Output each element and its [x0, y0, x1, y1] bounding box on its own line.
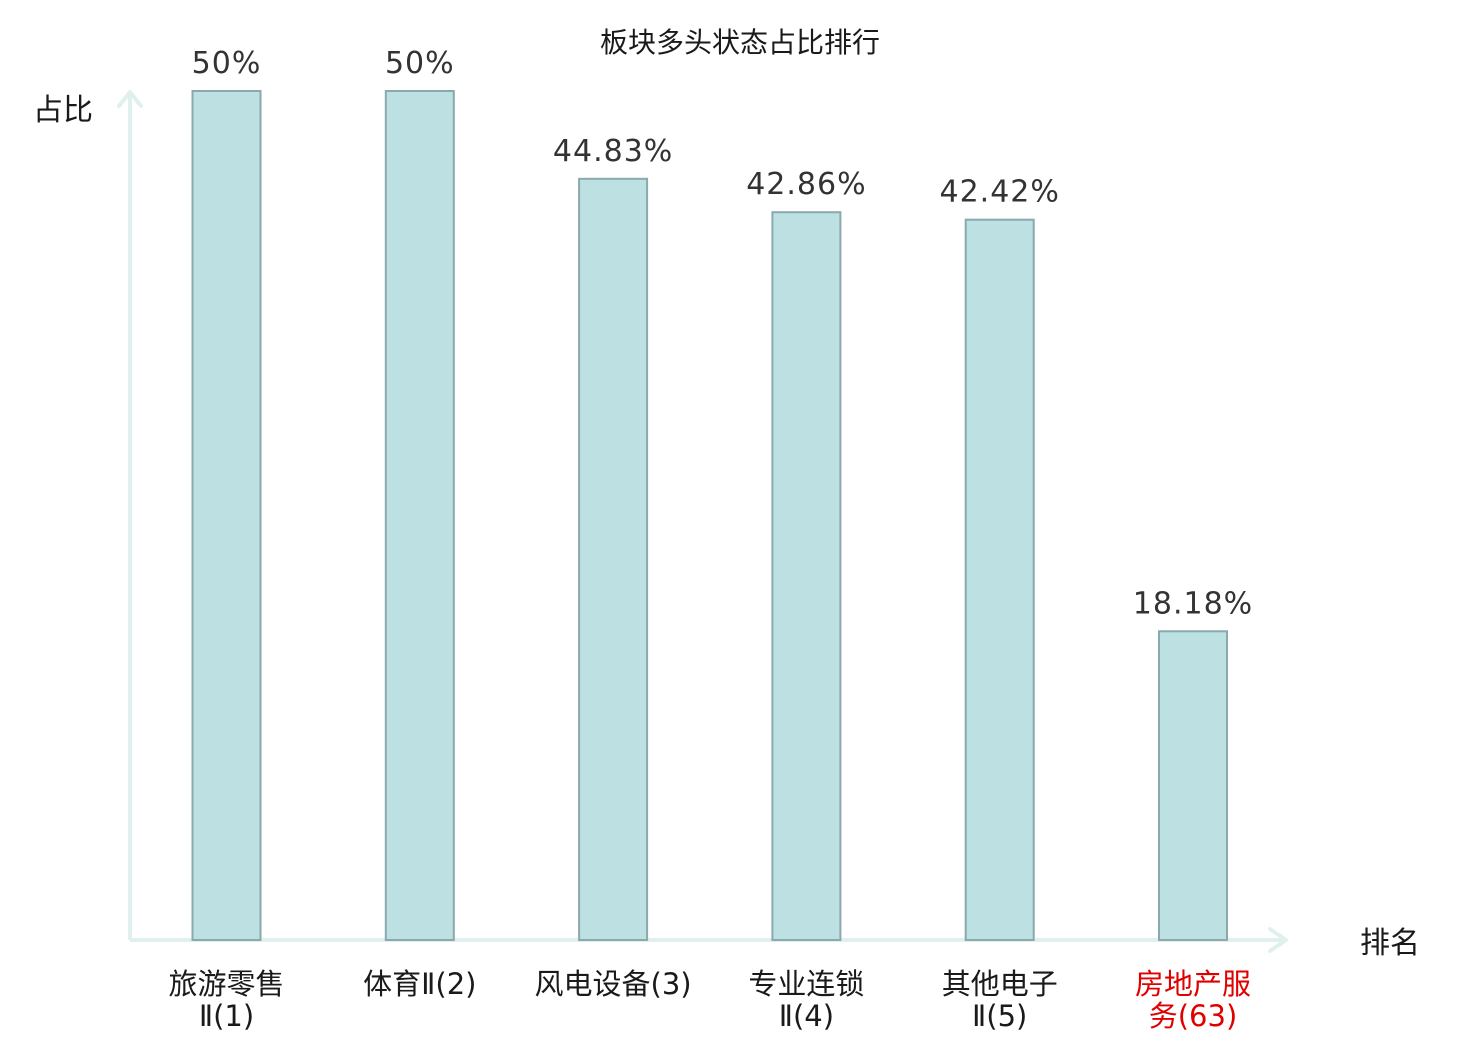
category-label: 房地产服务(63): [1135, 967, 1251, 1033]
y-axis-label: 占比: [33, 93, 93, 128]
value-labels: 50% 50% 44.83% 42.86% 42.42% 18.18%: [192, 46, 1253, 621]
bar-value-label: 50%: [192, 46, 262, 81]
bar: [191, 90, 262, 941]
x-axis-label: 排名: [1360, 926, 1420, 961]
chart-title: 板块多头状态占比排行: [600, 26, 880, 59]
category-label-line: 房地产服: [1135, 967, 1251, 1001]
category-labels: 旅游零售 Ⅱ(1) 体育Ⅱ(2) 风电设备(3) 专业连锁 Ⅱ(4) 其他电子 Ⅱ(5) 房地产…: [168, 967, 1251, 1033]
category-label: 专业连锁 Ⅱ(4): [748, 967, 864, 1033]
category-label-line: Ⅱ(4): [779, 999, 834, 1033]
bar-value-label: 42.42%: [940, 175, 1060, 210]
category-label: 体育Ⅱ(2): [363, 967, 476, 1001]
y-axis: [117, 90, 143, 940]
category-label-line: 务(63): [1149, 999, 1238, 1033]
category-label: 风电设备(3): [535, 967, 692, 1001]
category-label: 旅游零售 Ⅱ(1): [168, 967, 284, 1033]
bar-value-label: 44.83%: [553, 134, 673, 169]
category-label-line: Ⅱ(1): [199, 999, 254, 1033]
category-label: 其他电子 Ⅱ(5): [942, 967, 1058, 1033]
bar-value-label: 50%: [385, 46, 455, 81]
bar: [771, 211, 842, 941]
category-label-line: 专业连锁: [748, 967, 864, 1001]
bar: [578, 177, 649, 942]
category-label-line: 其他电子: [942, 967, 1058, 1001]
x-axis-arrow-icon: [1268, 927, 1288, 953]
bar: [1158, 630, 1228, 941]
bar: [964, 218, 1035, 941]
category-label-line: Ⅱ(5): [972, 999, 1027, 1033]
x-axis: [130, 927, 1288, 953]
y-axis-arrow-icon: [117, 90, 143, 108]
bar-value-label: 18.18%: [1133, 586, 1253, 621]
category-label-line: 旅游零售: [168, 967, 284, 1001]
category-label-line: 体育Ⅱ(2): [363, 967, 476, 1001]
category-label-line: 风电设备(3): [535, 967, 692, 1001]
bar-series: [191, 90, 1228, 942]
bar-value-label: 42.86%: [746, 167, 866, 202]
bar: [384, 90, 455, 941]
